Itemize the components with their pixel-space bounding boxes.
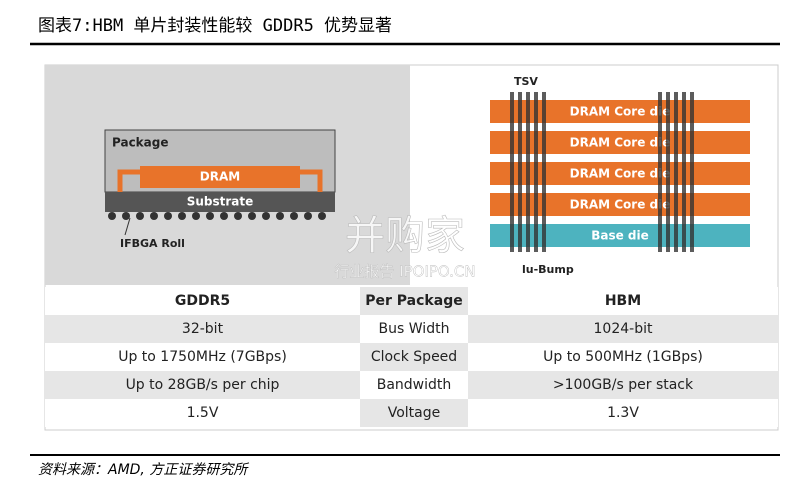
cell-text: 32-bit <box>182 321 224 337</box>
header-cell <box>360 287 468 315</box>
dram-die <box>140 166 300 188</box>
watermark-brand: 并购家 <box>345 213 465 259</box>
cell-text: Up to 28GB/s per chip <box>126 377 280 393</box>
bump-label: lu-Bump <box>522 263 574 276</box>
tsv <box>510 92 514 252</box>
package-label: Package <box>112 136 169 150</box>
tsv <box>542 92 546 252</box>
cell-text: Up to 500MHz (1GBps) <box>543 349 703 365</box>
cell <box>360 399 468 427</box>
core-die-label: DRAM Core die <box>570 105 671 119</box>
tsv-label: TSV <box>514 75 538 88</box>
leader <box>124 217 131 236</box>
title: 图表7:HBM 单片封装性能较 GDDR5 优势显著 <box>38 16 392 36</box>
solder-ball <box>248 212 256 220</box>
dram-label: DRAM <box>200 170 240 184</box>
solder-ball <box>122 212 130 220</box>
cell <box>360 315 468 343</box>
header-cell <box>45 287 360 315</box>
tsv <box>682 92 686 252</box>
wire <box>117 169 323 192</box>
cell <box>45 315 360 343</box>
cell-text: Voltage <box>388 405 441 421</box>
solder-ball <box>234 212 242 220</box>
solder-ball <box>136 212 144 220</box>
cell-text: 1.5V <box>187 405 219 421</box>
tsv <box>666 92 670 252</box>
cell-text: >100GB/s per stack <box>553 377 694 393</box>
cell-text: Bus Width <box>379 321 450 337</box>
tsv <box>674 92 678 252</box>
tsv <box>526 92 530 252</box>
header-text: GDDR5 <box>175 293 230 309</box>
tsv <box>518 92 522 252</box>
cell <box>468 343 778 371</box>
header-cell <box>468 287 778 315</box>
solder-ball <box>192 212 200 220</box>
tsv <box>534 92 538 252</box>
header-text: HBM <box>605 293 641 309</box>
solder-ball <box>206 212 214 220</box>
solder-ball <box>164 212 172 220</box>
solder-ball <box>150 212 158 220</box>
cell-text: 1.3V <box>607 405 639 421</box>
header-text: Per Package <box>365 293 462 309</box>
cell-text: Clock Speed <box>371 349 457 365</box>
watermark-sub: 行业报告 IPOIPO.CN <box>334 263 475 281</box>
substrate <box>105 192 335 212</box>
cell <box>360 343 468 371</box>
solder-ball <box>304 212 312 220</box>
cell-text: Up to 1750MHz (7GBps) <box>118 349 287 365</box>
solder-ball <box>108 212 116 220</box>
cell <box>468 315 778 343</box>
cell <box>45 371 360 399</box>
solder-ball <box>262 212 270 220</box>
solder-ball <box>178 212 186 220</box>
cell <box>45 399 360 427</box>
cell-text: Bandwidth <box>377 377 452 393</box>
solder-ball <box>220 212 228 220</box>
substrate-label: Substrate <box>187 195 254 209</box>
core-die-label: DRAM Core die <box>570 136 671 150</box>
core-die-label: DRAM Core die <box>570 167 671 181</box>
ball-label: IFBGA Roll <box>120 237 185 250</box>
cell <box>360 371 468 399</box>
solder-ball <box>276 212 284 220</box>
tsv <box>690 92 694 252</box>
cell <box>45 343 360 371</box>
source: 资料来源：AMD, 方正证券研究所 <box>38 462 249 478</box>
base-die-label: Base die <box>591 229 649 243</box>
comparison-table: GDDR5 Per Package HBM 32-bit Bus Width 1024-b… <box>45 287 778 427</box>
ball-grid <box>108 212 326 220</box>
solder-ball <box>290 212 298 220</box>
core-die-label: DRAM Core die <box>570 198 671 212</box>
solder-ball <box>318 212 326 220</box>
cell <box>468 399 778 427</box>
tsv <box>658 92 662 252</box>
die-stack: DRAM Core die DRAM Core die DRAM Core die D… <box>490 92 750 252</box>
cell <box>468 371 778 399</box>
cell-text: 1024-bit <box>594 321 653 337</box>
